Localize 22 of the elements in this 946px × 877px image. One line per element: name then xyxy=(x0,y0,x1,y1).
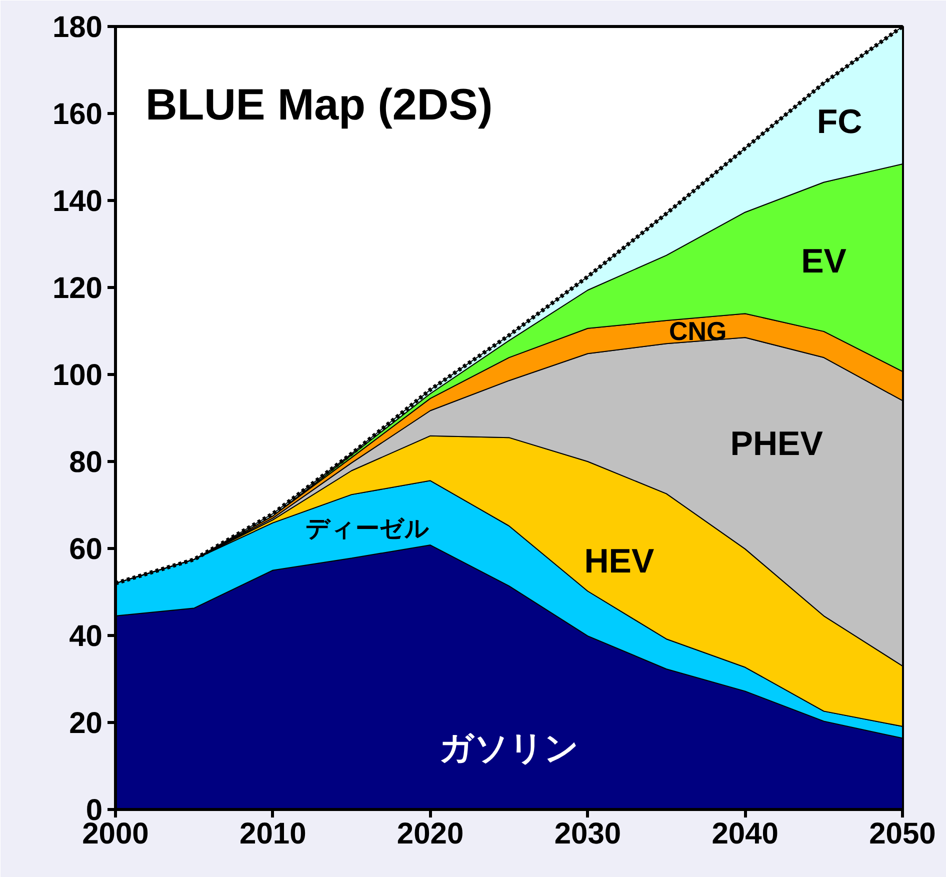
y-tick-label: 140 xyxy=(52,185,103,218)
series-label: CNG xyxy=(668,316,727,346)
series-label: HEV xyxy=(584,542,654,581)
y-tick-label: 60 xyxy=(69,533,103,566)
y-tick-label: 40 xyxy=(69,620,103,653)
text: BLUE Map (2DS) xyxy=(146,80,493,130)
series-label: EV xyxy=(801,242,847,280)
x-tick-label: 2050 xyxy=(869,818,936,850)
y-tick-label: 80 xyxy=(69,446,103,479)
y-tick-label: 120 xyxy=(52,272,103,305)
y-tick-label: 160 xyxy=(52,98,103,131)
y-tick-label: 20 xyxy=(69,707,103,740)
x-tick-label: 2040 xyxy=(712,818,778,850)
series-label: PHEV xyxy=(730,425,824,464)
x-tick-label: 2020 xyxy=(396,818,464,850)
y-tick-label: 100 xyxy=(52,359,103,392)
series-label: ガソリン xyxy=(439,730,579,768)
x-tick-label: 2010 xyxy=(240,818,306,850)
series-label: FC xyxy=(816,103,862,142)
series-label: ディーゼル xyxy=(305,515,430,542)
y-tick-label: 180 xyxy=(52,11,103,44)
x-tick-label: 2030 xyxy=(554,818,622,850)
